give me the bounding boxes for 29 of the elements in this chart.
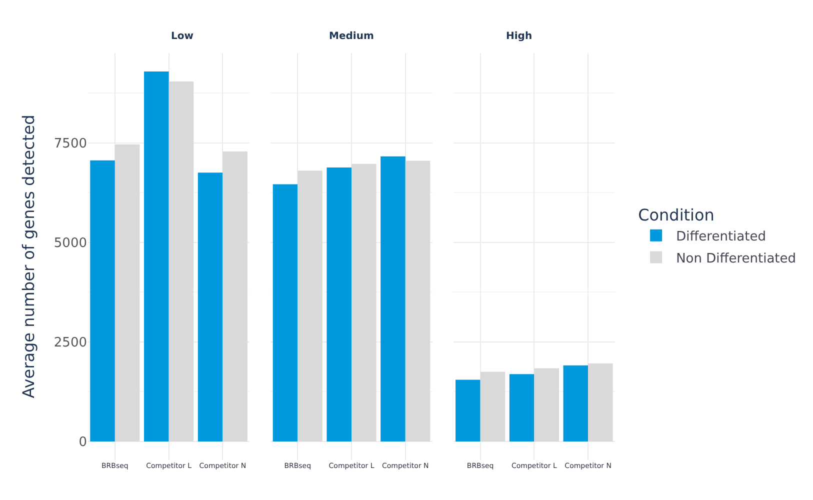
bar (144, 72, 169, 442)
legend-label: Differentiated (676, 229, 766, 244)
bar (298, 170, 322, 442)
bar (480, 372, 506, 442)
bar (405, 160, 430, 442)
bar (563, 365, 588, 442)
legend-label: Non Differentiated (676, 251, 796, 266)
bar (90, 160, 115, 442)
bar (352, 164, 376, 442)
bar (222, 152, 248, 442)
bar (198, 172, 223, 442)
y-tick-label: 7500 (54, 136, 87, 152)
y-tick-label: 2500 (54, 335, 87, 350)
legend-title: Condition (638, 205, 714, 224)
bar (588, 363, 613, 442)
y-axis-title: Average number of genes detected (18, 114, 38, 398)
bar (456, 380, 480, 442)
bar (380, 156, 406, 442)
chart-title: Low (171, 31, 194, 42)
chart-title: Medium (329, 31, 374, 42)
y-tick-label: 5000 (54, 236, 87, 251)
bar (272, 184, 298, 442)
y-tick-label: 0 (78, 435, 87, 450)
chart-title: High (506, 31, 532, 42)
bar (326, 167, 352, 442)
bar (534, 368, 559, 442)
bar (509, 374, 534, 442)
bar (168, 81, 194, 442)
bar (114, 144, 140, 442)
